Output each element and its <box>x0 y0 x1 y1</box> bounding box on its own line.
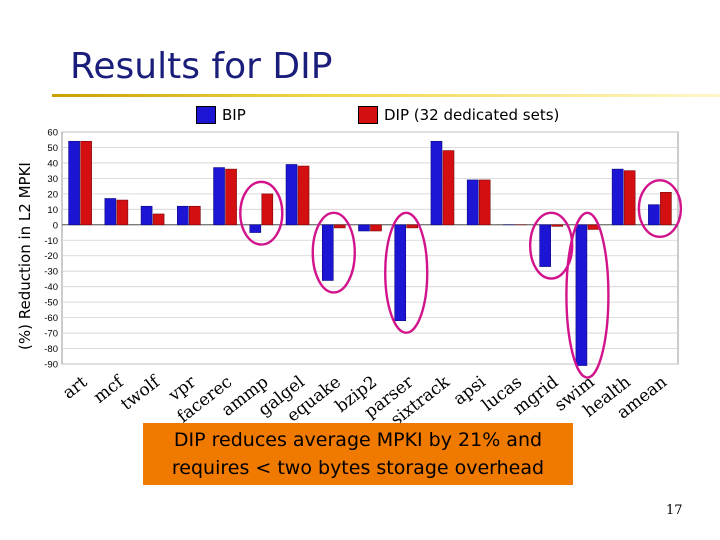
page-number: 17 <box>666 503 683 518</box>
legend-dip-swatch <box>358 106 378 124</box>
bar-bip-apsi <box>466 179 479 226</box>
highlight-ellipse-equake <box>311 211 356 294</box>
y-tick-label: -80 <box>44 344 58 355</box>
bar-bip-vpr <box>177 205 189 226</box>
bar-dip-equake <box>333 224 346 229</box>
highlight-ellipse-mgrid <box>528 211 574 280</box>
y-tick-label: -60 <box>44 313 58 324</box>
plot-area <box>61 131 679 365</box>
bar-bip-health <box>611 168 624 226</box>
y-tick-label: 60 <box>47 128 58 139</box>
highlight-ellipse-parser <box>384 211 429 334</box>
y-tick-label: 20 <box>47 189 58 200</box>
y-tick-label: -10 <box>44 236 58 247</box>
y-tick-label: 50 <box>47 143 58 154</box>
y-tick-label: 0 <box>53 220 58 231</box>
legend-bip: BIP <box>196 106 246 124</box>
highlight-ellipse-amean <box>637 179 683 238</box>
y-tick-label: -30 <box>44 267 58 278</box>
bar-bip-galgel <box>285 164 298 226</box>
bar-bip-equake <box>321 224 334 281</box>
y-tick-label: 10 <box>47 205 58 216</box>
bar-dip-apsi <box>478 179 491 226</box>
y-tick-label: -70 <box>44 329 58 340</box>
y-tick-label: -20 <box>44 251 58 262</box>
x-tick-label-twolf: twolf <box>117 371 165 414</box>
slide-title: Results for DIP <box>70 46 333 87</box>
y-tick-label: -50 <box>44 298 58 309</box>
bar-dip-twolf <box>152 213 165 226</box>
bar-bip-parser <box>394 224 407 321</box>
bar-dip-galgel <box>297 165 310 226</box>
bar-dip-swim <box>587 224 600 230</box>
highlight-ellipse-swim <box>565 211 610 379</box>
summary-line-2: requires < two bytes storage overhead <box>171 457 545 479</box>
bar-bip-twolf <box>140 205 153 226</box>
summary-box: DIP reduces average MPKI by 21% and requ… <box>143 423 573 485</box>
highlight-ellipse-ammp <box>239 180 284 246</box>
x-tick-label-art: art <box>59 372 91 403</box>
bar-dip-vpr <box>189 205 201 226</box>
bar-bip-mcf <box>104 198 117 226</box>
bar-dip-parser <box>406 224 419 229</box>
bar-dip-mcf <box>116 199 129 226</box>
y-tick-label: -40 <box>44 282 58 293</box>
y-tick-label: -90 <box>44 360 58 371</box>
legend-bip-label: BIP <box>222 106 246 124</box>
bar-bip-bzip2 <box>358 224 370 232</box>
bar-bip-swim <box>575 224 588 366</box>
bar-dip-mgrid <box>551 224 563 227</box>
bar-dip-health <box>623 170 636 226</box>
title-underline <box>52 94 720 97</box>
bar-bip-sixtrack <box>430 140 443 226</box>
legend-bip-swatch <box>196 106 216 124</box>
bar-bip-ammp <box>249 224 262 233</box>
summary-line-1: DIP reduces average MPKI by 21% and <box>173 429 543 451</box>
legend-dip-label: DIP (32 dedicated sets) <box>384 106 560 124</box>
bar-bip-art <box>68 140 80 226</box>
y-tick-label: 30 <box>47 174 58 185</box>
bar-dip-bzip2 <box>370 224 382 232</box>
y-tick-label: 40 <box>47 158 58 169</box>
bar-dip-sixtrack <box>442 150 455 226</box>
bar-bip-mgrid <box>539 224 551 267</box>
legend-dip: DIP (32 dedicated sets) <box>358 106 559 124</box>
bar-bip-facerec <box>213 167 225 226</box>
bar-bip-amean <box>648 204 660 226</box>
bar-dip-facerec <box>225 168 237 226</box>
bar-dip-art <box>80 140 92 226</box>
bar-dip-ammp <box>261 193 274 226</box>
bar-dip-amean <box>660 192 672 226</box>
